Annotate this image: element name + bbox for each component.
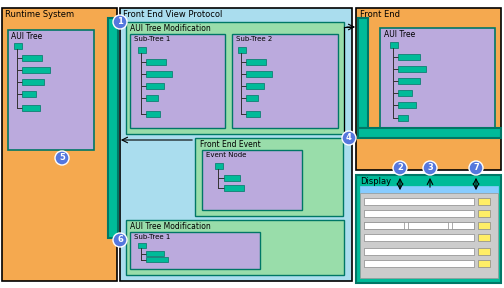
Bar — [22, 79, 44, 85]
Circle shape — [113, 15, 127, 29]
Bar — [130, 34, 225, 128]
Bar — [22, 91, 36, 97]
Bar — [452, 222, 474, 229]
Bar — [146, 251, 164, 256]
Text: Sub-Tree 1: Sub-Tree 1 — [134, 234, 170, 240]
Bar — [146, 83, 164, 89]
Text: Front End Event: Front End Event — [200, 140, 261, 149]
Bar — [364, 260, 474, 267]
Bar — [398, 115, 408, 121]
Bar — [364, 210, 474, 217]
Bar — [2, 8, 117, 281]
Bar — [146, 257, 168, 262]
Bar — [358, 128, 501, 138]
Bar — [246, 95, 258, 101]
Circle shape — [342, 131, 356, 145]
Bar — [478, 198, 490, 205]
Circle shape — [393, 161, 407, 175]
Bar — [202, 150, 302, 210]
Bar — [364, 234, 474, 241]
Text: 7: 7 — [473, 164, 479, 173]
Circle shape — [55, 151, 69, 165]
Bar — [130, 232, 260, 269]
Text: 6: 6 — [117, 236, 123, 245]
Bar — [360, 186, 498, 193]
Bar — [398, 90, 412, 96]
Bar — [14, 43, 22, 49]
Bar — [478, 210, 490, 217]
Bar — [126, 220, 344, 275]
Bar — [358, 18, 368, 128]
Bar — [224, 185, 244, 191]
Text: Display: Display — [360, 177, 391, 186]
Text: Front End: Front End — [360, 10, 400, 19]
Bar — [364, 222, 404, 229]
Bar — [108, 18, 118, 238]
Bar — [398, 54, 420, 60]
Bar — [8, 30, 94, 150]
Bar — [364, 248, 474, 255]
Text: AUI Tree: AUI Tree — [11, 32, 42, 41]
Bar — [146, 111, 160, 117]
Bar — [364, 222, 474, 229]
Text: Runtime System: Runtime System — [5, 10, 74, 19]
Text: 5: 5 — [59, 154, 65, 162]
Bar — [238, 47, 246, 53]
Bar — [398, 66, 426, 72]
Text: Sub-Tree 1: Sub-Tree 1 — [134, 36, 170, 42]
Circle shape — [423, 161, 437, 175]
Bar — [360, 193, 498, 278]
Text: AUI Tree Modification: AUI Tree Modification — [130, 222, 211, 231]
Text: AUI Tree: AUI Tree — [384, 30, 415, 39]
Circle shape — [113, 233, 127, 247]
Text: AUI Tree Modification: AUI Tree Modification — [130, 24, 211, 33]
Bar — [22, 55, 42, 61]
Bar — [224, 175, 240, 181]
Bar — [146, 95, 158, 101]
Text: Event Node: Event Node — [206, 152, 246, 158]
Bar — [246, 83, 264, 89]
Bar — [22, 105, 40, 111]
Bar — [126, 22, 344, 134]
Text: 4: 4 — [346, 134, 352, 143]
Text: 3: 3 — [427, 164, 433, 173]
Bar — [356, 175, 501, 283]
Bar — [146, 59, 166, 65]
Bar — [146, 71, 172, 77]
Bar — [478, 260, 490, 267]
Bar — [478, 248, 490, 255]
Bar — [22, 67, 50, 73]
Bar — [120, 8, 352, 281]
Bar — [138, 243, 146, 248]
Text: 1: 1 — [117, 18, 123, 26]
Text: Front End View Protocol: Front End View Protocol — [123, 10, 222, 19]
Bar — [398, 78, 420, 84]
Bar — [408, 222, 448, 229]
Bar — [215, 163, 223, 169]
Bar — [246, 59, 266, 65]
Bar — [364, 198, 474, 205]
Bar — [390, 42, 398, 48]
Bar — [380, 28, 495, 138]
Bar — [138, 47, 146, 53]
Bar — [478, 234, 490, 241]
Bar — [232, 34, 338, 128]
Circle shape — [469, 161, 483, 175]
Bar — [246, 71, 272, 77]
Bar — [478, 222, 490, 229]
Bar — [246, 111, 260, 117]
Text: 2: 2 — [397, 164, 403, 173]
Bar — [195, 138, 343, 216]
Bar — [356, 8, 501, 170]
Text: Sub-Tree 2: Sub-Tree 2 — [236, 36, 272, 42]
Bar — [398, 102, 416, 108]
